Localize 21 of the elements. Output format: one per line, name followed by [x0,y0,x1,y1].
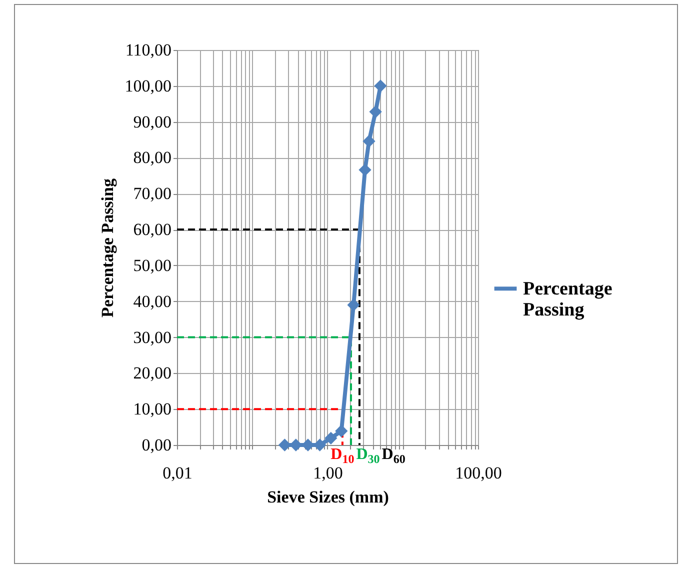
y-tick-label: 90,00 [133,112,172,132]
y-tick-label: 100,00 [124,76,172,96]
y-tick-label: 10,00 [133,400,172,419]
y-tick-label: 0,00 [142,436,172,454]
y-tick-label: 70,00 [133,184,172,204]
y-tick-label: 50,00 [133,256,172,275]
y-tick-label: 80,00 [133,148,172,168]
y-tick-label: 60,00 [133,220,172,240]
y-tick-label: 40,00 [133,292,172,311]
y-tick-label: 20,00 [133,364,172,383]
y-tick-label: 110,00 [125,40,172,60]
legend-label: Percentage Passing [523,278,612,321]
y-axis-title: Percentage Passing [98,178,117,318]
annotation: D$_{10}$ [330,446,354,466]
annotation: D$_{60}$ [382,446,406,468]
y-tick-label: 30,00 [133,328,172,347]
x-axis-title: Sieve Sizes (mm) [267,488,389,506]
x-tick-label: 0,01 [162,464,192,482]
annotation: D$_{30}$ [356,446,380,468]
x-tick-label: 1,00 [313,464,343,482]
x-tick-label: 100,00 [455,464,502,482]
